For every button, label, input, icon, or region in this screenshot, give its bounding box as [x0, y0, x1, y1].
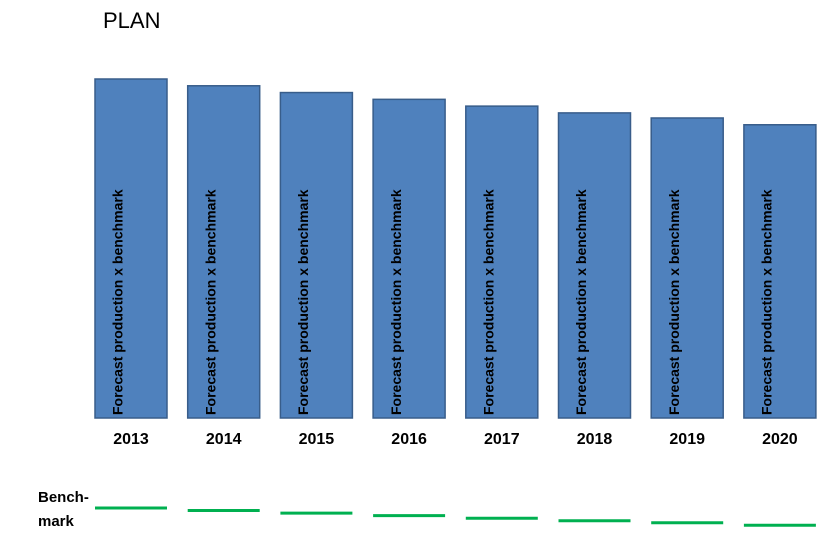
bar-label: Forecast production x benchmark	[202, 189, 218, 415]
bar-label: Forecast production x benchmark	[481, 189, 497, 415]
bar	[650, 117, 724, 419]
benchmark-label: mark	[38, 513, 75, 530]
bar-label: Forecast production x benchmark	[666, 189, 682, 415]
bar-label: Forecast production x benchmark	[388, 189, 404, 415]
bar	[743, 124, 817, 419]
bar-label: Forecast production x benchmark	[110, 189, 126, 415]
bar	[186, 85, 261, 419]
x-tick-label: 2013	[113, 431, 149, 448]
x-tick-label: 2017	[484, 431, 520, 448]
bar	[94, 78, 168, 419]
x-tick-label: 2020	[762, 431, 798, 448]
x-tick-label: 2016	[391, 431, 427, 448]
bar	[279, 91, 354, 419]
benchmark-label: Bench-	[38, 489, 89, 506]
x-tick-label: 2015	[299, 431, 335, 448]
x-tick-label: 2019	[669, 431, 705, 448]
bar	[557, 112, 632, 419]
bar-label: Forecast production x benchmark	[295, 189, 311, 415]
x-tick-label: 2018	[577, 431, 613, 448]
bar	[372, 98, 446, 419]
x-tick-label: 2014	[206, 431, 242, 448]
bar	[465, 105, 539, 419]
bar-label: Forecast production x benchmark	[573, 189, 589, 415]
bar-label: Forecast production x benchmark	[759, 189, 775, 415]
chart-title: PLAN	[103, 8, 160, 33]
